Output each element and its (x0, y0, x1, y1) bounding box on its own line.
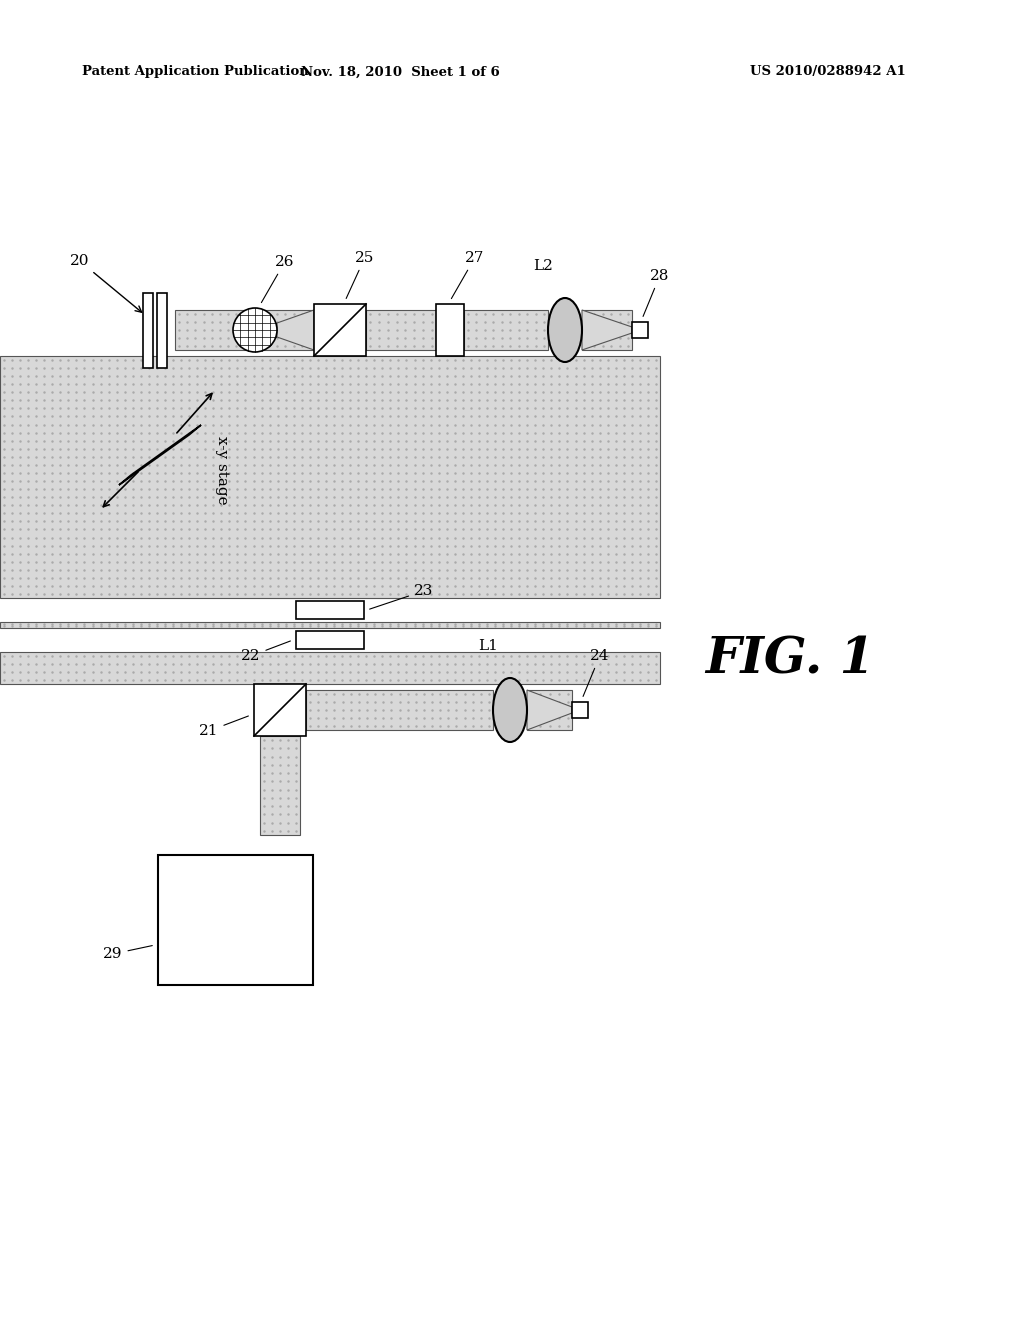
Bar (527, 690, 572, 730)
Bar (158, 855, 313, 985)
Polygon shape (119, 425, 201, 484)
Ellipse shape (548, 298, 582, 362)
Text: 22: 22 (241, 642, 291, 663)
Text: 27: 27 (452, 251, 484, 298)
Text: 24: 24 (583, 649, 609, 697)
Polygon shape (278, 310, 314, 350)
Bar (0, 652, 660, 684)
Text: Patent Application Publication: Patent Application Publication (82, 66, 309, 78)
Bar (464, 310, 548, 350)
Bar (632, 322, 648, 338)
Text: US 2010/0288942 A1: US 2010/0288942 A1 (750, 66, 906, 78)
Circle shape (233, 308, 278, 352)
Bar (157, 293, 167, 368)
Text: L2: L2 (534, 259, 553, 273)
Polygon shape (582, 310, 632, 350)
Bar (260, 737, 300, 836)
Text: 23: 23 (370, 583, 433, 609)
Text: 20: 20 (70, 253, 141, 313)
Bar (296, 631, 364, 649)
Ellipse shape (493, 678, 527, 742)
Bar (306, 690, 493, 730)
Bar (582, 310, 632, 350)
Bar (296, 601, 364, 619)
Bar (175, 310, 314, 350)
Bar (314, 304, 366, 356)
Text: 26: 26 (261, 255, 295, 302)
Text: 25: 25 (346, 251, 375, 298)
Polygon shape (527, 690, 572, 730)
Bar (143, 293, 153, 368)
Bar (254, 684, 306, 737)
Bar (436, 304, 464, 356)
Text: FIG. 1: FIG. 1 (706, 635, 874, 685)
Text: L1: L1 (478, 639, 498, 653)
Text: 21: 21 (199, 715, 249, 738)
Bar (366, 310, 436, 350)
Bar (0, 622, 660, 628)
Bar (572, 702, 588, 718)
Text: 29: 29 (103, 945, 153, 961)
Text: 28: 28 (643, 269, 670, 317)
Bar (0, 356, 660, 598)
Text: Nov. 18, 2010  Sheet 1 of 6: Nov. 18, 2010 Sheet 1 of 6 (301, 66, 500, 78)
Text: x-y stage: x-y stage (215, 436, 229, 504)
